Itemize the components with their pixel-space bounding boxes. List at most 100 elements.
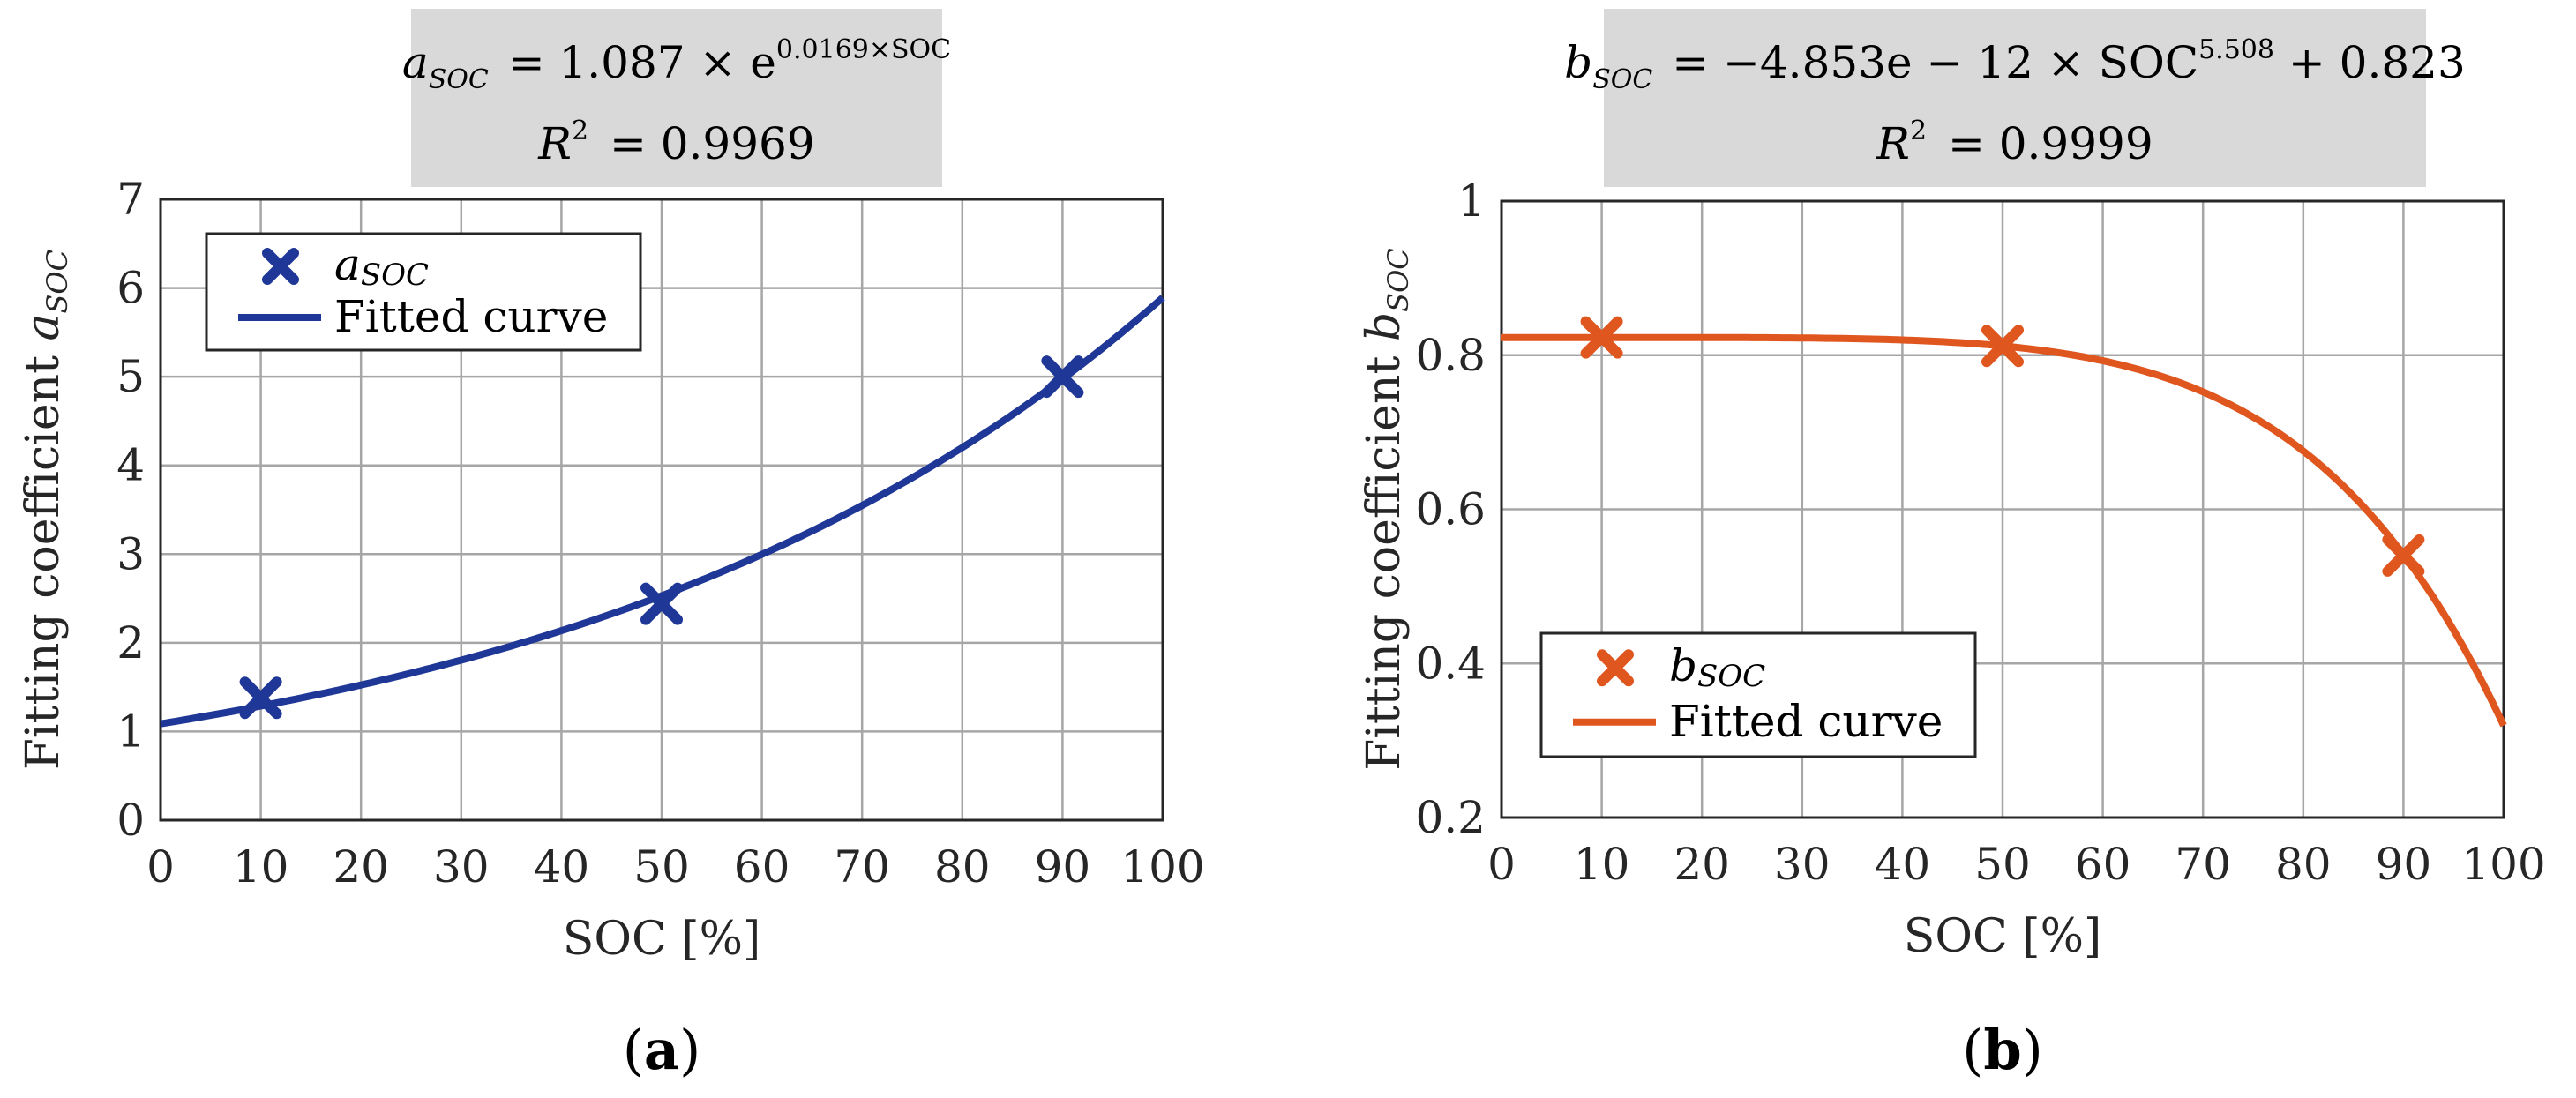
panel-label: (a) — [623, 1018, 701, 1082]
legend-entry-fit: Fitted curve — [334, 291, 608, 342]
x-tick-label: 80 — [934, 841, 991, 893]
fitted-curve-line — [160, 295, 1165, 728]
panel-label: (b) — [1962, 1018, 2043, 1082]
x-tick-label: 10 — [233, 841, 289, 893]
fit-equation: bSOC = −4.853e − 12 × SOC5.508 + 0.823 — [1564, 34, 2466, 95]
y-axis-label: Fitting coefficient bSOC — [1358, 248, 1415, 771]
r-squared-power: 2 — [1910, 116, 1927, 146]
x-tick-label: 10 — [1574, 839, 1630, 890]
y-axis-label-subscript: SOC — [1382, 248, 1415, 312]
equation-lhs-subscript: SOC — [429, 64, 489, 95]
data-point-marker — [239, 676, 282, 720]
x-tick-label: 90 — [1035, 841, 1091, 893]
equation-box: aSOC = 1.087 × e0.0169×SOC R2 = 0.9969 — [402, 9, 951, 187]
panel-label-letter: a — [644, 1018, 679, 1082]
x-tick-label: 70 — [2175, 839, 2231, 890]
equation-exponent: 5.508 — [2198, 34, 2274, 65]
legend-marker-symbol — [262, 247, 299, 285]
r-squared-symbol: R — [537, 118, 572, 169]
y-tick-label: 5 — [116, 351, 145, 402]
x-tick-label: 0 — [146, 841, 175, 893]
legend-box — [205, 232, 642, 352]
x-tick-label: 70 — [834, 841, 890, 893]
x-tick-label: 40 — [534, 841, 590, 893]
y-axis-label-subscript: SOC — [41, 250, 74, 314]
y-tick-label: 3 — [116, 528, 145, 579]
equation-lhs: a — [402, 37, 429, 88]
y-axis-label: Fitting coefficient aSOC — [17, 250, 74, 770]
y-tick-label: 1 — [116, 706, 145, 757]
panel-label-close: ) — [2022, 1018, 2043, 1082]
r-squared: R2 = 0.9999 — [1876, 116, 2153, 169]
legend-symbol: a — [334, 239, 361, 290]
y-tick-label: 2 — [116, 617, 145, 669]
r-squared: R2 = 0.9969 — [537, 116, 814, 169]
legend-entry-fit: Fitted curve — [1669, 696, 1943, 747]
data-point-marker — [1041, 355, 1084, 399]
x-tick-label: 30 — [1774, 839, 1831, 890]
x-tick-label: 60 — [734, 841, 790, 893]
equation-box: bSOC = −4.853e − 12 × SOC5.508 + 0.823 R2… — [1564, 9, 2466, 187]
equation-lhs-subscript: SOC — [1592, 64, 1652, 95]
legend-symbol-subscript: SOC — [361, 258, 429, 293]
y-axis-label-text: Fitting coefficient — [1358, 341, 1411, 771]
y-axis-label-text: Fitting coefficient — [17, 340, 70, 770]
r-squared-symbol: R — [1876, 118, 1910, 169]
x-tick-label: 60 — [2075, 839, 2131, 890]
y-axis-label-symbol: b — [1358, 312, 1411, 341]
data-point-marker — [640, 582, 683, 625]
data-point-marker — [1580, 316, 1623, 359]
x-tick-label: 20 — [1674, 839, 1730, 890]
plot-frame — [1500, 199, 2505, 819]
legend-symbol: b — [1669, 640, 1697, 691]
y-tick-label: 0.6 — [1415, 484, 1486, 535]
data-point-marker — [2382, 534, 2425, 577]
x-tick-label: 0 — [1487, 839, 1516, 890]
x-tick-label: 50 — [1974, 839, 2031, 890]
equation-exponent: 0.0169×SOC — [776, 34, 951, 65]
x-tick-label: 30 — [433, 841, 490, 893]
x-tick-label: 50 — [633, 841, 690, 893]
x-tick-label: 40 — [1875, 839, 1931, 890]
legend-symbol-subscript: SOC — [1697, 659, 1765, 694]
x-tick-label: 20 — [333, 841, 389, 893]
panel-label-open: ( — [1962, 1018, 1983, 1082]
y-tick-label: 1 — [1457, 176, 1486, 227]
y-axis-label-symbol: a — [17, 313, 70, 340]
data-point-marker — [1981, 325, 2024, 368]
legend-entry-markers: bSOC — [1669, 640, 1765, 694]
y-tick-label: 0 — [116, 795, 145, 846]
legend-marker-symbol — [1597, 649, 1634, 687]
x-tick-label: 100 — [1120, 841, 1204, 893]
x-axis-label: SOC [%] — [1904, 910, 2102, 963]
y-tick-label: 4 — [116, 440, 145, 491]
chart-panel-b: bSOC = −4.853e − 12 × SOC5.508 + 0.823R2… — [1358, 9, 2546, 1082]
y-tick-label: 0.8 — [1415, 330, 1486, 381]
equation-background — [411, 9, 942, 187]
panel-label-open: ( — [623, 1018, 644, 1082]
x-tick-label: 80 — [2275, 839, 2332, 890]
equation-background — [1604, 9, 2426, 187]
x-tick-label: 100 — [2461, 839, 2545, 890]
equation-tail: + 0.823 — [2274, 37, 2466, 88]
x-axis-label: SOC [%] — [563, 913, 761, 966]
legend-entry-markers: aSOC — [334, 239, 429, 293]
y-tick-label: 7 — [116, 174, 145, 225]
y-tick-label: 0.2 — [1415, 792, 1486, 843]
legend-box — [1539, 631, 1977, 758]
r-squared-value: = 0.9969 — [595, 118, 815, 169]
y-tick-label: 6 — [116, 263, 145, 314]
x-tick-label: 90 — [2376, 839, 2432, 890]
y-tick-label: 0.4 — [1415, 638, 1486, 689]
r-squared-value: = 0.9999 — [1934, 118, 2153, 169]
r-squared-power: 2 — [572, 116, 588, 146]
equation-lhs: b — [1564, 37, 1592, 88]
fit-equation: aSOC = 1.087 × e0.0169×SOC — [402, 34, 951, 95]
panel-label-close: ) — [679, 1018, 700, 1082]
panel-label-letter: b — [1983, 1018, 2021, 1082]
